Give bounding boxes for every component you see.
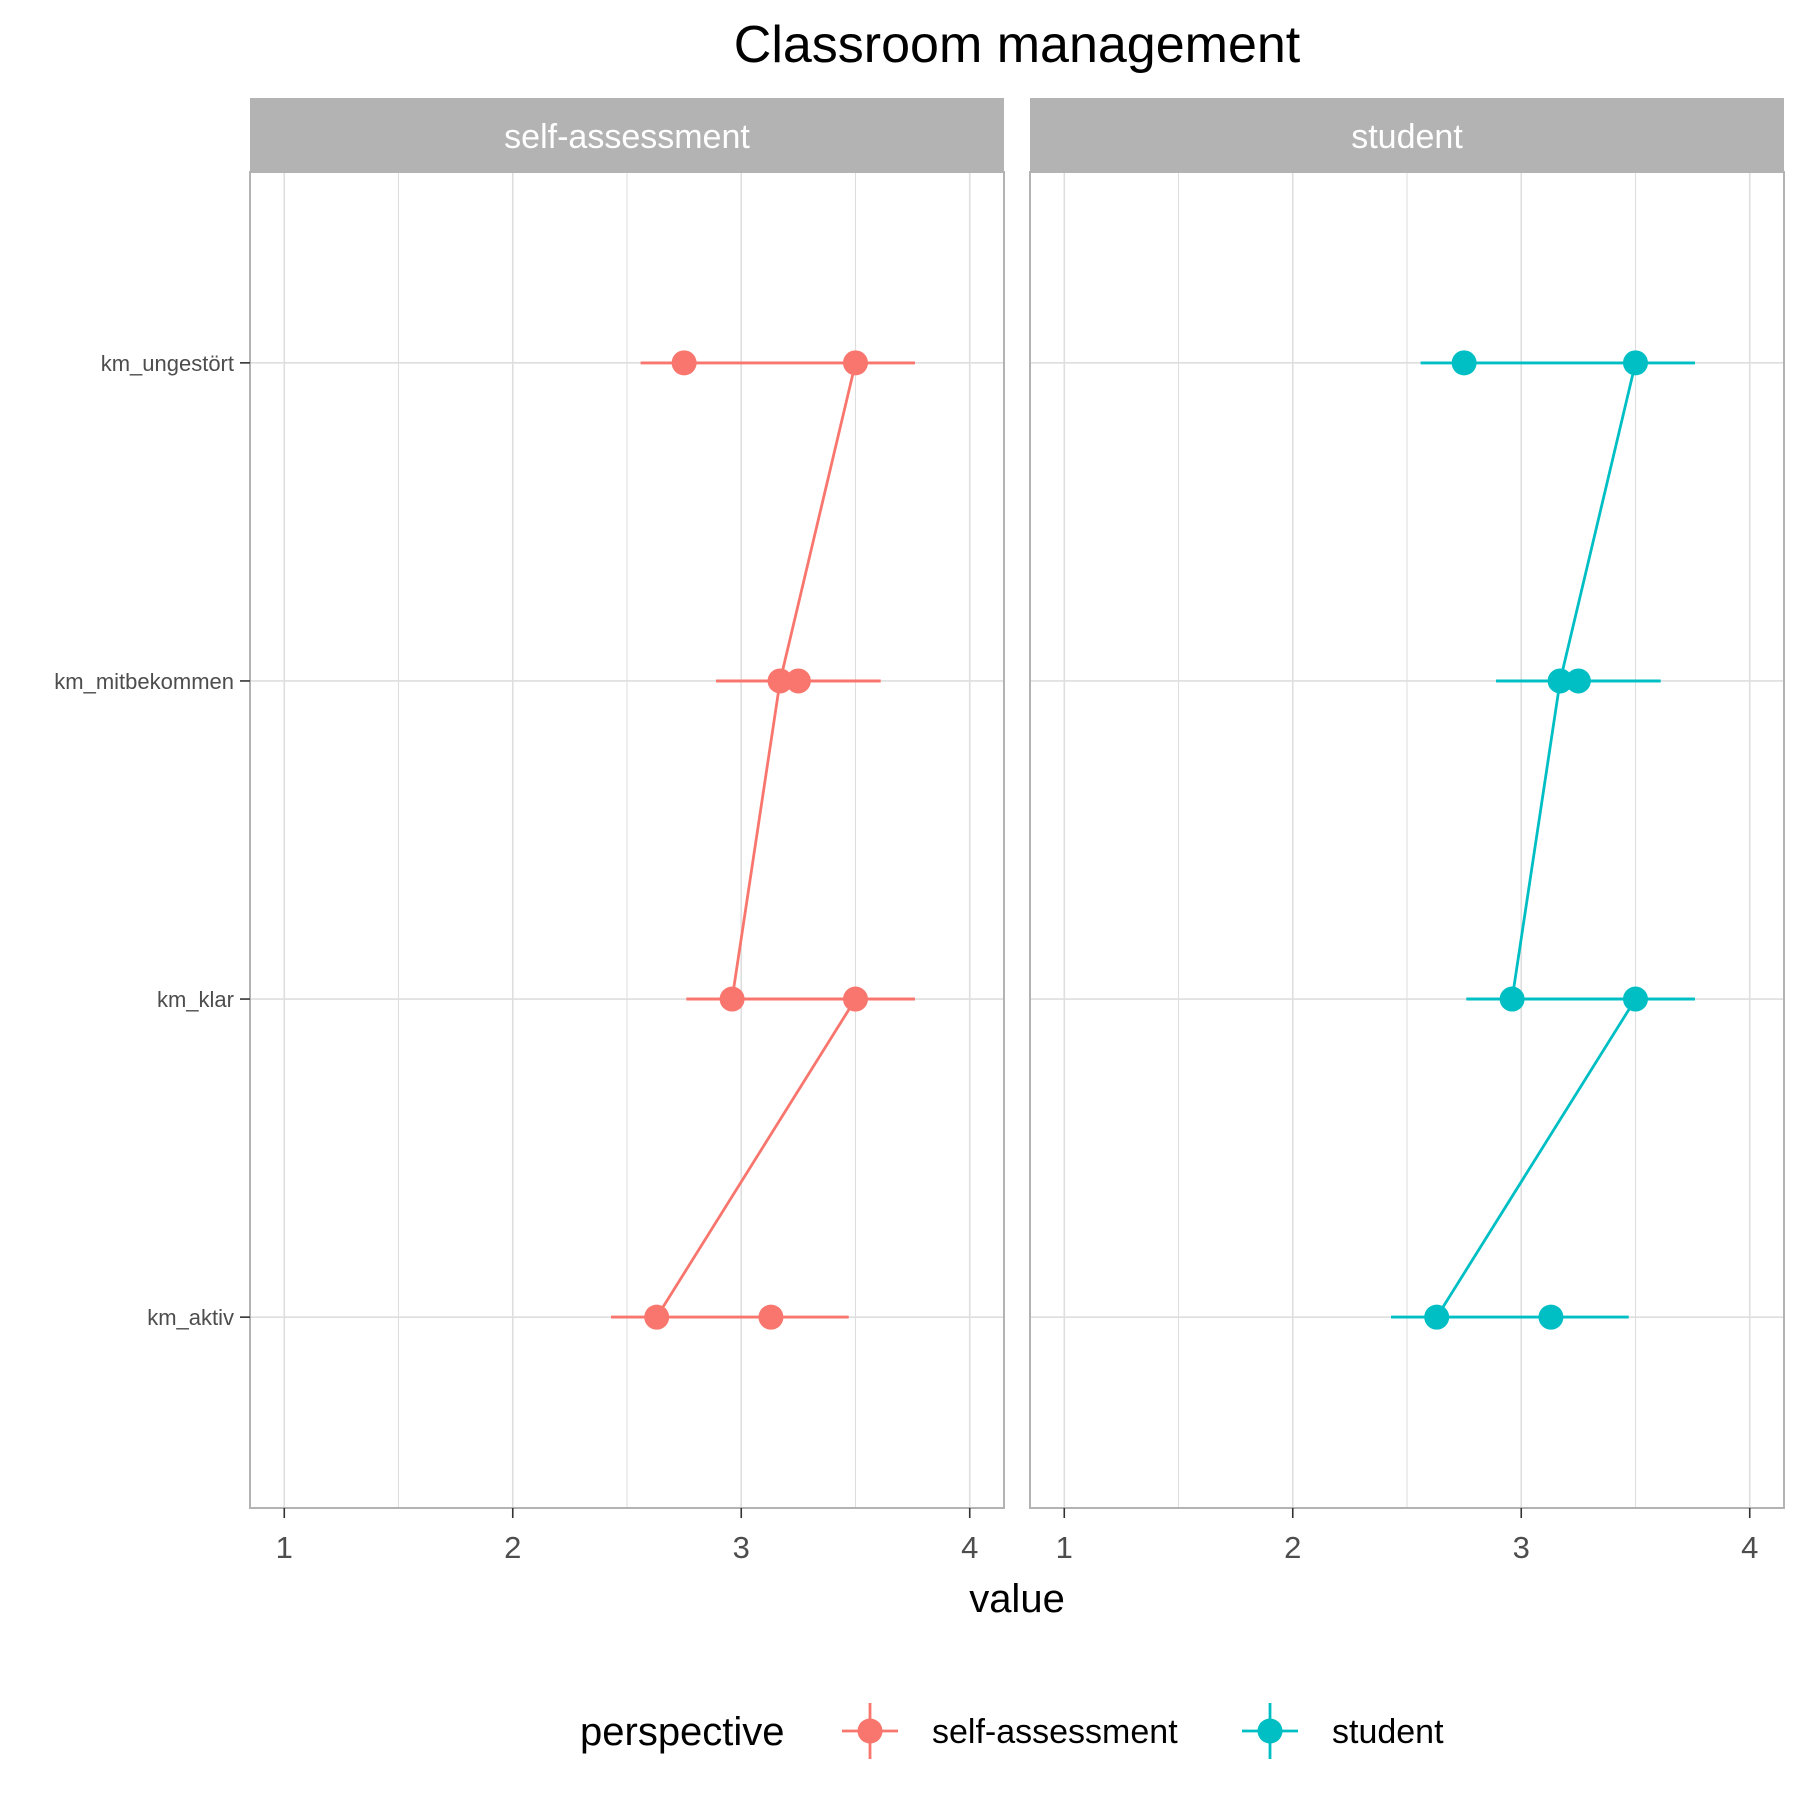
legend-label: student (1332, 1713, 1444, 1751)
data-point (842, 350, 868, 376)
data-point (644, 1304, 670, 1330)
y-tick-label: km_aktiv (147, 1305, 234, 1330)
data-point (842, 986, 868, 1012)
legend-item-self-assessment: self-assessment (842, 1703, 1178, 1759)
data-point (1451, 350, 1477, 376)
data-point (785, 668, 811, 694)
legend-key-point (1257, 1718, 1283, 1744)
x-tick-label: 3 (1513, 1530, 1530, 1565)
facet-strip (1030, 98, 1784, 172)
x-axis-title: value (969, 1577, 1065, 1621)
facet-panel-student: student 1 2 3 4 (1029, 98, 1785, 1565)
legend-label: self-assessment (932, 1713, 1178, 1751)
x-tick-label: 2 (1284, 1530, 1301, 1565)
data-point (1622, 986, 1648, 1012)
y-tick-label: km_ungestört (101, 351, 234, 376)
facet-strip-label: student (1351, 118, 1463, 156)
legend-item-student: student (1242, 1703, 1444, 1759)
data-point (758, 1304, 784, 1330)
series-student (1391, 350, 1695, 1330)
x-tick-label: 3 (733, 1530, 750, 1565)
x-tick-label: 1 (1056, 1530, 1073, 1565)
data-point (1565, 668, 1591, 694)
x-tick-label: 1 (276, 1530, 293, 1565)
x-tick-label: 2 (504, 1530, 521, 1565)
chart-title: Classroom management (734, 16, 1301, 74)
data-point (671, 350, 697, 376)
data-point (1424, 1304, 1450, 1330)
data-point (1622, 350, 1648, 376)
x-tick-label: 4 (1741, 1530, 1758, 1565)
legend: perspective self-assessment student (580, 1703, 1444, 1759)
facet-strip (250, 98, 1004, 172)
y-tick-label: km_klar (157, 987, 234, 1012)
legend-key-point (857, 1718, 883, 1744)
y-tick-label: km_mitbekommen (54, 669, 234, 694)
data-point (1547, 668, 1573, 694)
facet-panel-self-assessment: self-assessment 1 2 3 4 km_ungestört km_mitbek… (54, 98, 1005, 1565)
data-point (719, 986, 745, 1012)
legend-title: perspective (580, 1710, 785, 1754)
series-self-assessment (611, 350, 915, 1330)
data-point (1538, 1304, 1564, 1330)
data-point (1499, 986, 1525, 1012)
x-tick-label: 4 (961, 1530, 978, 1565)
facet-strip-label: self-assessment (504, 118, 750, 156)
data-point (767, 668, 793, 694)
